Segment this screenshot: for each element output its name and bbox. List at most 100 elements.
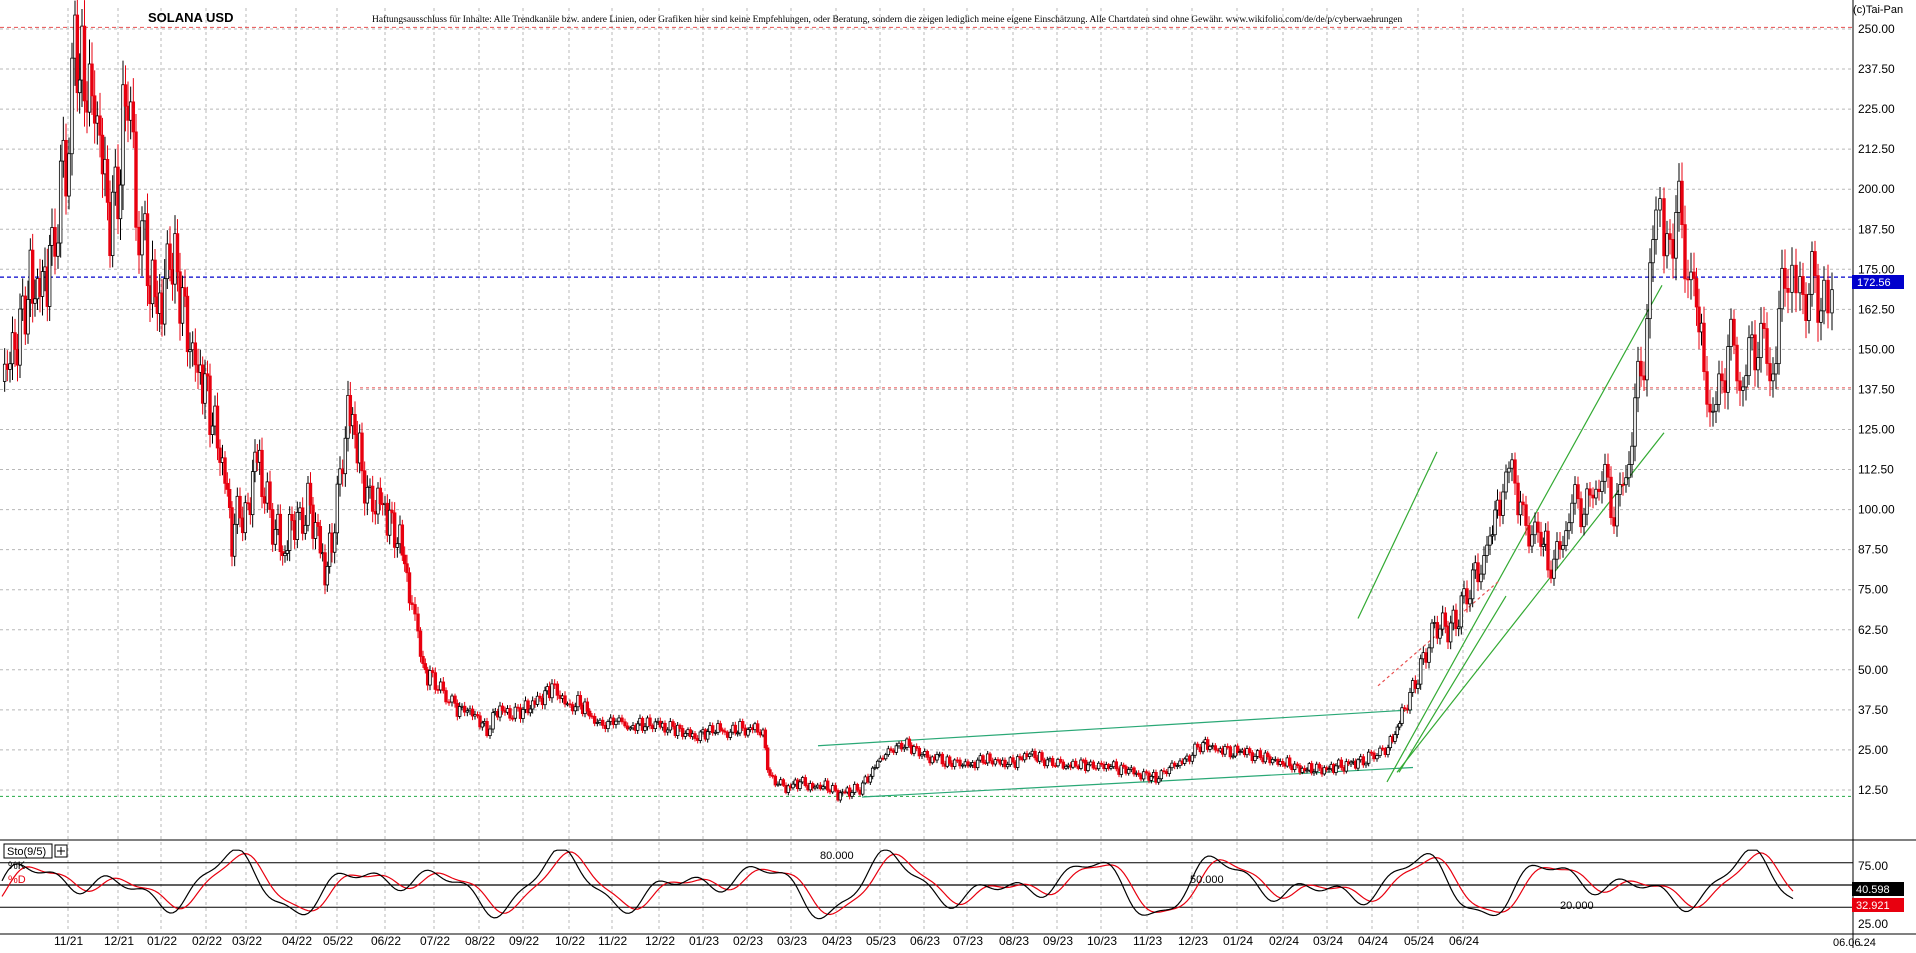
candle-body [850, 792, 854, 797]
candle-body [1536, 521, 1540, 533]
candle-body [1686, 278, 1690, 281]
candle-body [1810, 251, 1814, 295]
candle-body [1633, 397, 1637, 447]
price-tick-label: 75.00 [1858, 583, 1888, 597]
candle-body [1597, 488, 1601, 492]
candle-body [1418, 658, 1423, 685]
candle-body [922, 751, 927, 755]
candle-body [308, 482, 313, 506]
price-tick-label: 250.00 [1858, 22, 1895, 36]
candle-body [1819, 310, 1823, 323]
candle-body [1648, 262, 1652, 320]
candle-body [912, 746, 916, 754]
candle-body [1501, 491, 1505, 516]
candle-body [1443, 612, 1448, 627]
candle-body [1516, 482, 1520, 516]
candle-body [1689, 271, 1693, 281]
candle-body [1114, 761, 1119, 770]
candle-body [283, 552, 287, 557]
candle-body [678, 724, 682, 729]
candle-body [40, 271, 45, 297]
candle-body [791, 783, 795, 789]
candle-body [1375, 755, 1379, 760]
candle-body [250, 471, 255, 516]
candle-body [313, 522, 318, 539]
candle-body [1521, 501, 1525, 506]
candle-body [416, 613, 420, 632]
candle-body [718, 723, 723, 731]
candle-body [810, 783, 815, 789]
x-tick-label: 01/23 [689, 934, 719, 948]
candle-body [1312, 771, 1316, 774]
candle-body [914, 746, 919, 749]
candle-body [1048, 758, 1052, 761]
candle-body [215, 405, 220, 449]
candle-body [1582, 513, 1586, 528]
candle-body [1334, 765, 1338, 773]
candle-body [1804, 294, 1808, 321]
candle-body [162, 278, 167, 325]
candle-body [940, 753, 945, 765]
price-tick-label: 200.00 [1858, 182, 1895, 196]
candle-body [131, 101, 136, 133]
candle-body [465, 710, 470, 713]
d-value-badge [1852, 898, 1904, 912]
candle-body [1008, 757, 1013, 765]
candle-body [1549, 569, 1553, 579]
candle-body [1702, 322, 1706, 373]
candle-body [1175, 765, 1180, 767]
candle-body [402, 554, 407, 565]
candle-body [1482, 555, 1486, 575]
candle-body [578, 695, 583, 706]
x-tick-label: 10/22 [555, 934, 585, 948]
candle-body [240, 517, 245, 534]
candle-body [881, 757, 885, 760]
candle-body [1358, 756, 1363, 761]
candle-body [640, 717, 645, 731]
candle-body [428, 670, 432, 686]
candle-body [1465, 588, 1469, 605]
candle-body [693, 733, 697, 739]
candle-body [1591, 494, 1595, 499]
candle-body [592, 715, 597, 724]
candle-body [270, 509, 275, 545]
candle-body [1141, 771, 1146, 780]
candle-body [513, 706, 518, 719]
candle-body [67, 153, 71, 197]
candle-body [733, 724, 738, 734]
candle-body [1783, 267, 1787, 289]
candle-body [298, 507, 302, 513]
candle-body [203, 373, 207, 404]
candle-body [1094, 767, 1098, 770]
candle-body [1245, 748, 1249, 756]
candle-body [1777, 308, 1781, 365]
oscillator-expand-icon[interactable] [54, 844, 68, 858]
candle-body [77, 79, 82, 94]
candle-body [1530, 534, 1534, 547]
candle-body [262, 496, 267, 504]
candle-body [105, 158, 110, 203]
candle-body [1735, 344, 1739, 382]
candle-body [300, 507, 305, 534]
candle-body [1756, 357, 1760, 371]
candle-body [1170, 762, 1174, 769]
osc-tick-dash: - [1858, 937, 1862, 948]
x-tick-label: 06/22 [371, 934, 401, 948]
candle-body [108, 201, 112, 257]
candle-body [1462, 588, 1466, 597]
candle-body [960, 764, 965, 767]
price-tick-label: 237.50 [1858, 62, 1895, 76]
candle-body [1205, 739, 1210, 750]
oscillator-name-box [3, 843, 53, 859]
osc-tick-25: 25.00 [1858, 917, 1888, 931]
candle-body [1454, 609, 1458, 630]
candle-body [225, 482, 230, 490]
candle-body [188, 349, 192, 353]
candle-body [1609, 476, 1613, 519]
candle-body [1630, 445, 1634, 465]
candle-body [1250, 752, 1255, 761]
candle-body [362, 470, 367, 504]
candle-body [617, 717, 621, 722]
candle-body [447, 701, 451, 704]
candle-body [1045, 759, 1050, 767]
